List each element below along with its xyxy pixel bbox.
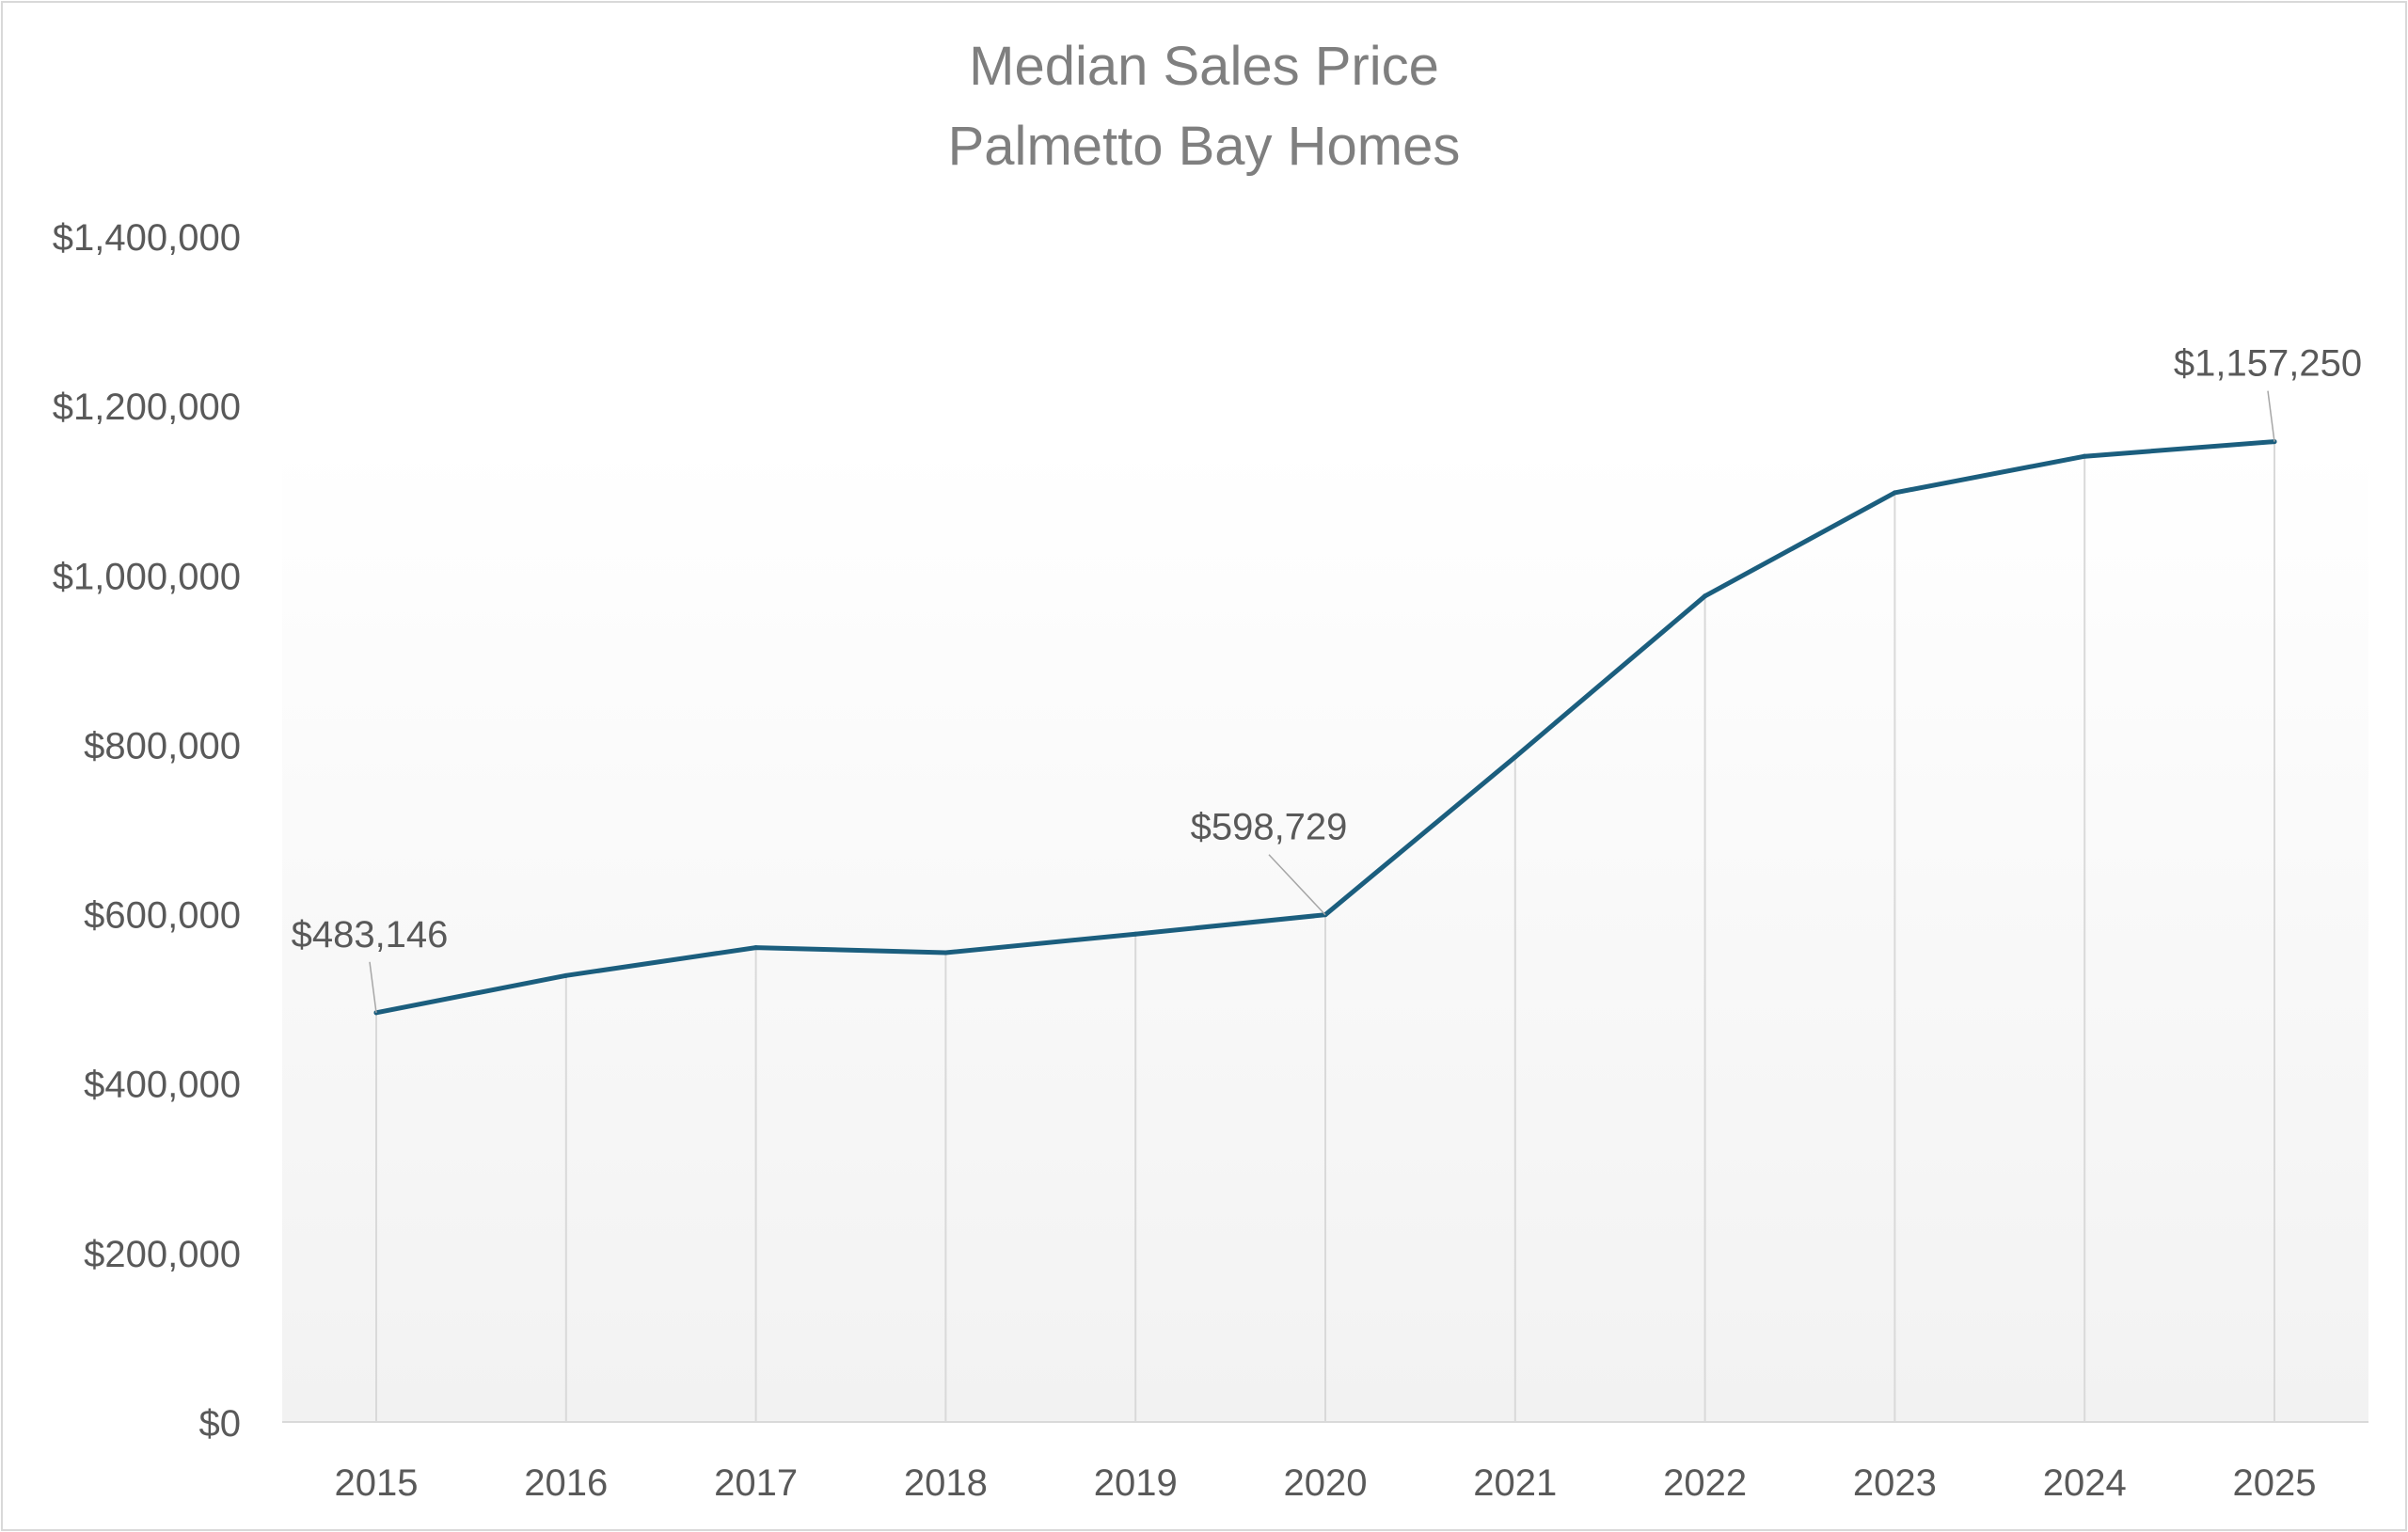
chart-title-line-1: Median Sales Price [969, 36, 1439, 97]
x-tick-label: 2023 [1853, 1462, 1937, 1504]
data-point [1892, 490, 1897, 496]
data-point [563, 972, 569, 978]
chart-title-line-2: Palmetto Bay Homes [948, 116, 1461, 177]
x-tick-label: 2024 [2043, 1462, 2127, 1504]
y-axis-labels: $0 $200,000 $400,000 $600,000 $800,000 $1,000… [53, 217, 241, 1445]
x-tick-label: 2015 [335, 1462, 419, 1504]
y-tick-label: $1,200,000 [53, 387, 241, 428]
y-tick-label: $400,000 [84, 1065, 241, 1106]
y-tick-label: $800,000 [84, 725, 241, 766]
y-tick-label: $200,000 [84, 1234, 241, 1275]
y-tick-label: $0 [199, 1403, 242, 1445]
data-point [753, 945, 759, 951]
x-tick-label: 2021 [1473, 1462, 1557, 1504]
data-label: $598,729 [1191, 807, 1348, 848]
data-label: $483,146 [292, 914, 449, 956]
x-tick-label: 2022 [1663, 1462, 1747, 1504]
data-point [2082, 453, 2087, 459]
y-tick-label: $1,400,000 [53, 217, 241, 259]
drop-lines [375, 441, 2275, 1422]
data-label-leader [2267, 390, 2275, 442]
y-tick-label: $1,000,000 [53, 556, 241, 597]
data-point [1513, 754, 1518, 760]
y-tick-label: $600,000 [84, 895, 241, 937]
data-labels: $483,146 $598,729 $1,157,250 [292, 343, 2362, 1013]
data-point [1133, 931, 1138, 937]
data-point [1703, 593, 1708, 599]
x-tick-label: 2020 [1284, 1462, 1368, 1504]
x-tick-label: 2016 [524, 1462, 608, 1504]
x-axis-labels: 2015 2016 2017 2018 2019 2020 2021 2022 2023 2024… [335, 1462, 2317, 1504]
data-label-leader [369, 961, 377, 1013]
x-tick-label: 2017 [714, 1462, 798, 1504]
x-tick-label: 2025 [2233, 1462, 2317, 1504]
data-label: $1,157,250 [2174, 343, 2362, 385]
data-label-leader [1268, 854, 1326, 916]
x-tick-label: 2019 [1094, 1462, 1178, 1504]
data-point [943, 950, 948, 956]
x-tick-label: 2018 [904, 1462, 988, 1504]
